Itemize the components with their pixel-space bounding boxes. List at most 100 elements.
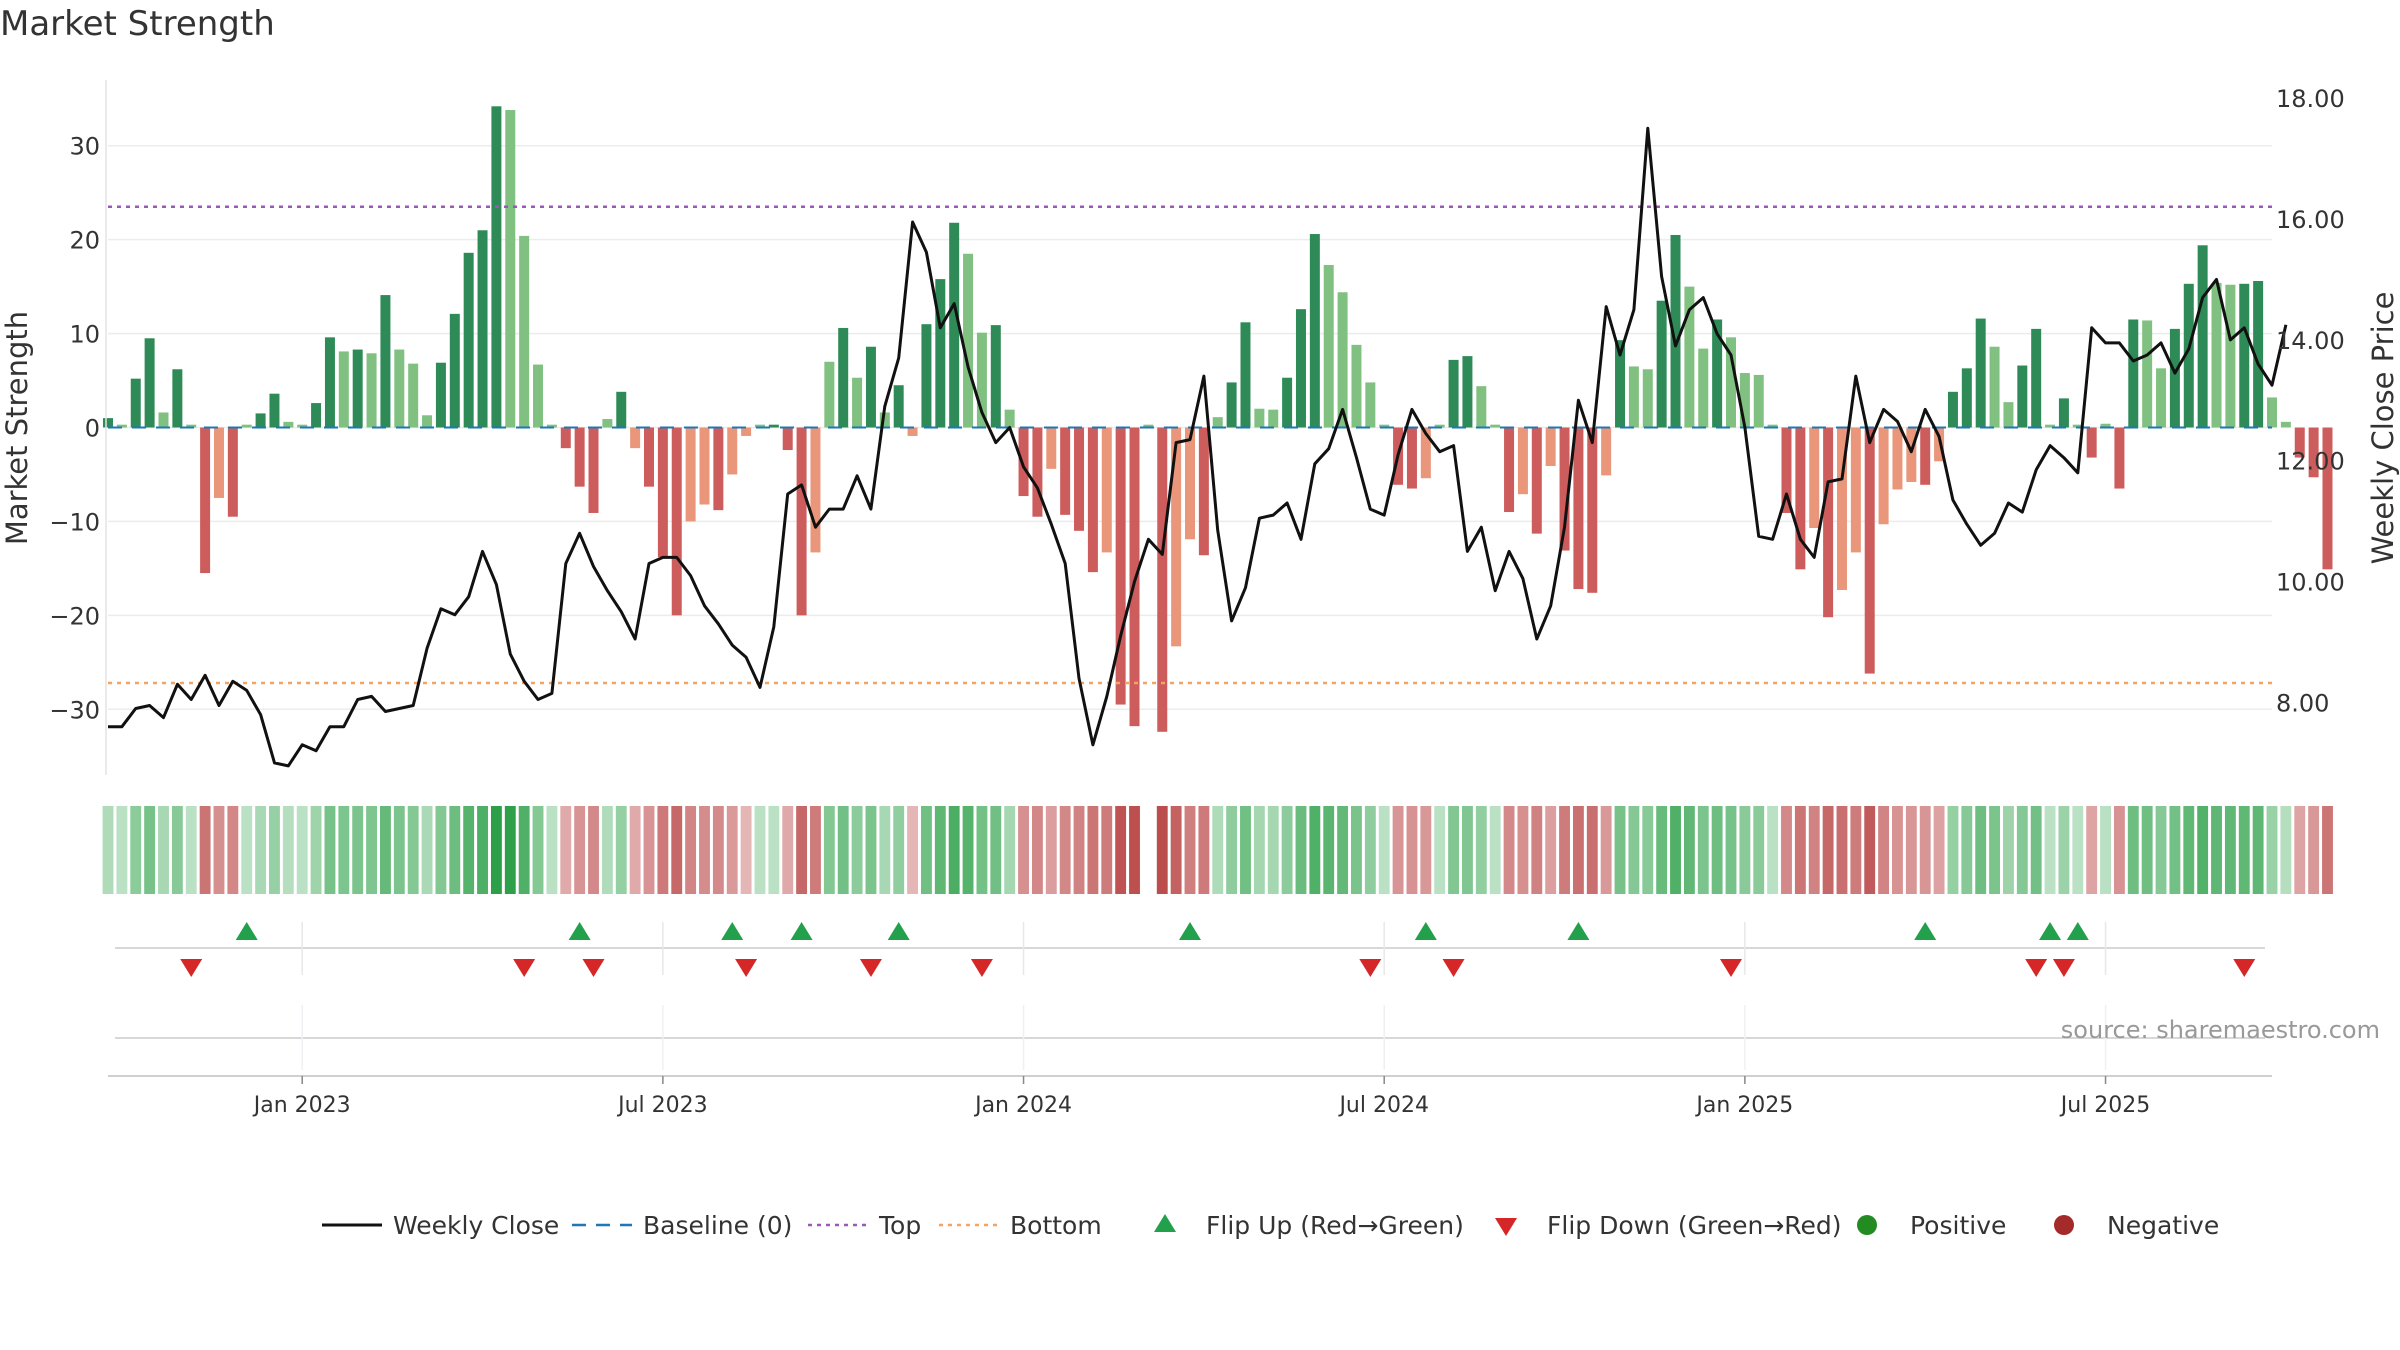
- strength-bar: [1365, 382, 1376, 428]
- strength-bar: [699, 427, 710, 505]
- flip-up-marker: [721, 922, 744, 940]
- heat-cell: [1586, 806, 1598, 894]
- flip-down-marker: [2052, 959, 2075, 977]
- strength-bar: [255, 413, 266, 428]
- strength-bar: [1448, 359, 1459, 428]
- heat-cell: [1004, 806, 1016, 894]
- strength-bar: [1462, 356, 1473, 428]
- strength-bar: [1406, 427, 1417, 489]
- strength-bar: [657, 427, 668, 558]
- heat-cell: [421, 806, 433, 894]
- heat-cell: [518, 806, 530, 894]
- strength-bar: [1282, 377, 1293, 428]
- x-axis: Jan 2023 Jul 2023 Jan 2024 Jul 2024 Jan 2025…: [108, 1075, 2272, 1118]
- heat-cell: [2113, 806, 2125, 894]
- heat-cell: [1337, 806, 1349, 894]
- strength-bar: [186, 424, 197, 428]
- heat-cell: [1018, 806, 1029, 894]
- flip-down-marker: [2025, 959, 2048, 977]
- heat-cell: [796, 806, 808, 894]
- heat-cell: [1170, 806, 1182, 894]
- strength-bar: [435, 362, 446, 428]
- strength-bar: [1087, 427, 1098, 573]
- legend-item-baseline[interactable]: Baseline (0): [572, 1211, 792, 1240]
- heat-cell: [1919, 806, 1931, 894]
- strength-bar: [1351, 344, 1362, 428]
- strength-bar: [2156, 368, 2167, 428]
- strength-bar: [1420, 427, 1431, 479]
- flip-down-marker: [1359, 959, 1382, 977]
- legend-item-negative[interactable]: Negative: [2054, 1211, 2219, 1240]
- strength-bar: [949, 222, 960, 428]
- legend-swatch: [1495, 1218, 1517, 1236]
- right-tick-label: 10.00: [2276, 569, 2345, 597]
- strength-bar: [311, 403, 322, 428]
- heat-cell: [241, 806, 253, 894]
- heat-cell: [1614, 806, 1626, 894]
- strength-bar: [1878, 427, 1889, 525]
- strength-bar: [103, 418, 113, 428]
- strength-bar: [685, 427, 696, 522]
- heat-cell: [1503, 806, 1515, 894]
- strength-bar: [963, 253, 974, 428]
- heat-cell: [2058, 806, 2070, 894]
- heat-cell: [2280, 806, 2292, 894]
- strength-bar: [1642, 369, 1653, 428]
- strength-bar: [2197, 245, 2208, 428]
- flip-down-marker: [1720, 959, 1742, 977]
- strength-bar: [865, 346, 876, 428]
- strength-bar: [1975, 318, 1986, 428]
- heat-cell: [934, 806, 946, 894]
- strength-bar: [2225, 284, 2236, 428]
- heat-cell: [574, 806, 586, 894]
- legend-item-bottom[interactable]: Bottom: [939, 1211, 1102, 1240]
- strength-bar: [879, 412, 890, 428]
- strength-bar: [1212, 417, 1223, 428]
- heat-cell: [2266, 806, 2278, 894]
- legend-item-flip_up[interactable]: Flip Up (Red→Green): [1154, 1211, 1464, 1240]
- strength-bar: [380, 295, 391, 428]
- strength-bar: [241, 424, 252, 428]
- strength-bar: [144, 338, 155, 428]
- flip-up-marker: [235, 922, 258, 940]
- strength-bar: [1295, 309, 1306, 428]
- heat-cell: [1253, 806, 1265, 894]
- strength-bar: [893, 385, 904, 428]
- heat-cell: [1475, 806, 1487, 894]
- strength-bar: [172, 369, 183, 428]
- strength-bar: [1254, 408, 1265, 428]
- legend-item-positive[interactable]: Positive: [1857, 1211, 2006, 1240]
- legend-item-top[interactable]: Top: [808, 1211, 921, 1240]
- heat-cell: [1045, 806, 1057, 894]
- strength-bar: [1517, 427, 1528, 495]
- heat-cell: [2169, 806, 2181, 894]
- strength-bar: [1850, 427, 1861, 553]
- heat-cell: [1378, 806, 1390, 894]
- heat-cell: [907, 806, 918, 894]
- heat-cell: [1226, 806, 1238, 894]
- legend-item-close[interactable]: Weekly Close: [322, 1211, 559, 1240]
- strength-bar: [2253, 280, 2264, 428]
- strength-bar: [1892, 427, 1903, 490]
- legend-item-flip_down[interactable]: Flip Down (Green→Red): [1495, 1211, 1842, 1240]
- strength-bar: [2017, 365, 2028, 428]
- heat-cell: [1836, 806, 1848, 894]
- x-tick-label: Jan 2025: [1694, 1093, 1793, 1118]
- heat-cell: [726, 806, 738, 894]
- heat-cell: [310, 806, 322, 894]
- heat-cell: [2141, 806, 2153, 894]
- heat-cell: [823, 806, 835, 894]
- level-lines: [108, 205, 2272, 685]
- strength-bar: [1767, 424, 1778, 428]
- legend-label: Weekly Close: [393, 1211, 559, 1240]
- x-tick-label: Jul 2025: [2059, 1093, 2151, 1118]
- heat-cell: [2072, 806, 2084, 894]
- weekly-close-line: [108, 126, 2288, 768]
- flip-down-marker: [970, 959, 993, 977]
- strength-bar: [727, 427, 738, 475]
- strength-bar: [1961, 368, 1972, 428]
- strength-bar: [505, 110, 516, 428]
- heat-cell: [185, 806, 197, 894]
- strength-bar: [1698, 348, 1709, 428]
- heat-cell: [1295, 806, 1307, 894]
